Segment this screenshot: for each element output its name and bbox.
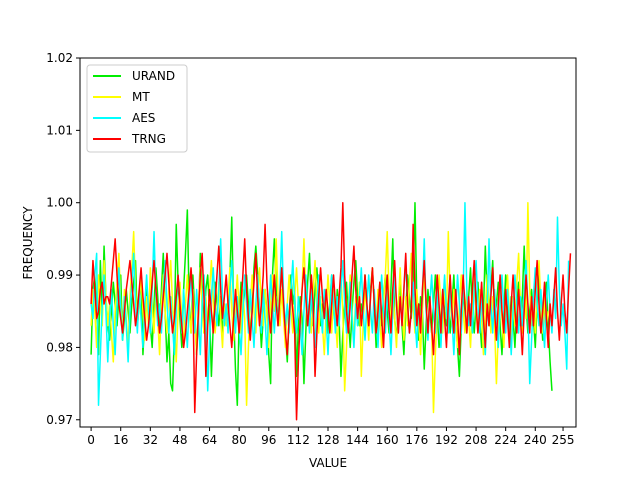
- x-tick-label: 255: [552, 433, 575, 447]
- x-tick-label: 32: [143, 433, 158, 447]
- x-tick-label: 80: [232, 433, 247, 447]
- x-tick-label: 0: [87, 433, 95, 447]
- legend-box: [86, 64, 188, 153]
- x-axis: 0 16 32 48 64 80 96 112 128 144 160 176 192 208 224 240…: [87, 427, 574, 447]
- x-tick-label: 128: [317, 433, 340, 447]
- x-tick-label: 96: [261, 433, 276, 447]
- legend-label-aes: AES: [132, 111, 155, 125]
- x-tick-label: 112: [287, 433, 310, 447]
- y-tick-label: 1.00: [46, 196, 73, 210]
- x-tick-label: 224: [494, 433, 517, 447]
- legend-label-urand: URAND: [132, 69, 175, 83]
- y-tick-label: 0.98: [46, 340, 73, 354]
- y-axis-label: FREQUENCY: [21, 206, 35, 280]
- y-tick-label: 1.01: [46, 123, 73, 137]
- x-tick-label: 176: [405, 433, 428, 447]
- x-tick-label: 208: [465, 433, 488, 447]
- series-line-aes: [90, 201, 570, 407]
- x-axis-label: VALUE: [309, 456, 347, 470]
- y-tick-label: 0.97: [46, 413, 73, 427]
- legend-label-trng: TRNG: [131, 132, 166, 146]
- y-axis: 0.97 0.98 0.99 1.00 1.01 1.02: [46, 51, 80, 427]
- y-tick-label: 1.02: [46, 51, 73, 65]
- series-line-trng: [90, 201, 572, 421]
- x-tick-label: 144: [346, 433, 369, 447]
- x-tick-label: 192: [435, 433, 458, 447]
- x-tick-label: 16: [113, 433, 128, 447]
- y-tick-label: 0.99: [46, 268, 73, 282]
- x-tick-label: 160: [376, 433, 399, 447]
- series-line-mt: [90, 201, 549, 414]
- legend: URAND MT AES TRNG: [86, 64, 188, 153]
- legend-label-mt: MT: [132, 90, 150, 104]
- x-tick-label: 64: [202, 433, 217, 447]
- x-tick-label: 48: [172, 433, 187, 447]
- x-tick-label: 240: [524, 433, 547, 447]
- series-layer: [90, 201, 572, 421]
